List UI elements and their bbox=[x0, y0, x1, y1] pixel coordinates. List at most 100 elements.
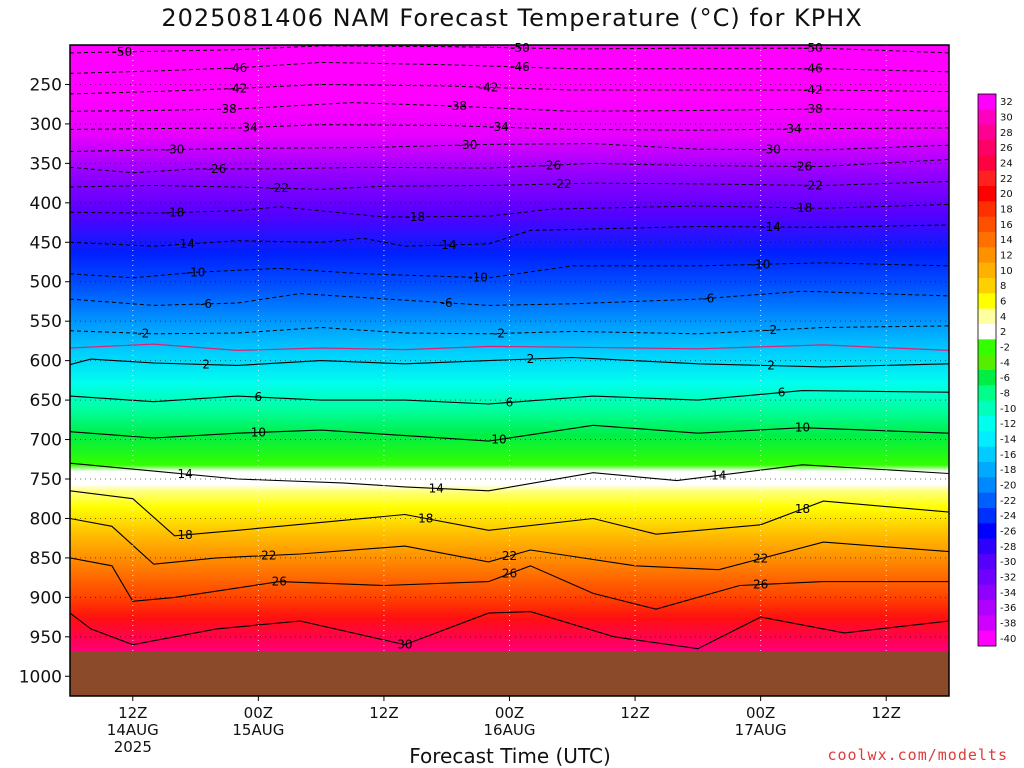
colorbar-label: -24 bbox=[1000, 511, 1016, 522]
colorbar-swatch bbox=[978, 462, 996, 478]
contour-label: -30 bbox=[458, 138, 478, 152]
contour-label: -18 bbox=[406, 210, 426, 224]
colorbar-swatch bbox=[978, 94, 996, 110]
contour-label: 14 bbox=[429, 481, 444, 495]
colorbar-swatch bbox=[978, 216, 996, 233]
colorbar-label: 8 bbox=[1000, 281, 1006, 292]
colorbar-label: -36 bbox=[1000, 603, 1016, 614]
contour-label: -18 bbox=[165, 205, 185, 219]
contour-layer bbox=[70, 45, 949, 650]
contour-label: -2 bbox=[137, 326, 149, 340]
contour-label: 2 bbox=[202, 357, 210, 371]
colorbar-swatch bbox=[978, 523, 996, 540]
colorbar-swatch bbox=[978, 124, 996, 141]
x-tick-label: 12Z bbox=[369, 704, 398, 722]
colorbar-swatch bbox=[978, 446, 996, 463]
colorbar-label: -22 bbox=[1000, 496, 1016, 507]
contour-label: -46 bbox=[228, 61, 248, 75]
x-tick-label: 12Z bbox=[118, 704, 147, 722]
contour-label: 14 bbox=[711, 468, 726, 482]
colorbar-label: -10 bbox=[1000, 404, 1016, 415]
contour-label: -46 bbox=[510, 60, 530, 74]
colorbar-swatch bbox=[978, 538, 996, 555]
contour-label: -22 bbox=[552, 177, 572, 191]
contour-label: 26 bbox=[272, 575, 287, 589]
colorbar-swatch bbox=[978, 615, 996, 632]
colorbar-swatch bbox=[978, 201, 996, 218]
contour-label: 22 bbox=[261, 548, 276, 562]
credit-link[interactable]: coolwx.com/modelts bbox=[827, 746, 1008, 764]
colorbar-swatch bbox=[978, 109, 996, 126]
colorbar-swatch bbox=[978, 186, 996, 202]
colorbar-swatch bbox=[978, 584, 996, 601]
contour-label: 6 bbox=[506, 395, 514, 409]
contour-line bbox=[70, 462, 949, 492]
colorbar-swatch bbox=[978, 370, 996, 386]
x-tick-label: 17AUG bbox=[735, 721, 787, 739]
contour-label: 26 bbox=[753, 578, 768, 592]
contour-line bbox=[70, 181, 949, 190]
contour-label: -42 bbox=[228, 81, 248, 95]
contour-label: 14 bbox=[177, 467, 192, 481]
contour-label: -34 bbox=[782, 122, 802, 136]
x-tick-label: 12Z bbox=[620, 704, 649, 722]
colorbar-label: -4 bbox=[1000, 358, 1010, 369]
contour-label: 18 bbox=[418, 511, 433, 525]
colorbar-label: 30 bbox=[1000, 113, 1013, 124]
contour-label: 2 bbox=[767, 359, 775, 373]
contour-label: 22 bbox=[502, 549, 517, 563]
colorbar-label: -40 bbox=[1000, 634, 1016, 645]
colorbar-label: 22 bbox=[1000, 174, 1013, 185]
y-axis: 250 300 350 400 450 500 550 600 650 700 750 800 850 9… bbox=[19, 75, 70, 687]
contour-line bbox=[70, 262, 949, 279]
x-tick-label: 12Z bbox=[872, 704, 901, 722]
colorbar-swatch bbox=[978, 431, 996, 448]
colorbar-swatch bbox=[978, 354, 996, 371]
colorbar-label: -8 bbox=[1000, 389, 1010, 400]
contour-label: -10 bbox=[751, 257, 771, 271]
contour-label: -10 bbox=[186, 265, 206, 279]
colorbar-label: 2 bbox=[1000, 327, 1006, 338]
contour-label: -6 bbox=[200, 297, 212, 311]
colorbar-label: 4 bbox=[1000, 312, 1006, 323]
colorbar-label: 32 bbox=[1000, 97, 1013, 108]
contour-line bbox=[70, 158, 949, 174]
colorbar-swatch bbox=[978, 278, 996, 294]
colorbar-label: -12 bbox=[1000, 419, 1016, 430]
contour-label: 10 bbox=[491, 433, 506, 447]
colorbar-label: -28 bbox=[1000, 542, 1016, 553]
colorbar-label: -34 bbox=[1000, 588, 1016, 599]
colorbar-swatch bbox=[978, 262, 996, 279]
contour-label: -38 bbox=[217, 102, 237, 116]
x-axis-title: Forecast Time (UTC) bbox=[409, 744, 611, 768]
contour-label: -26 bbox=[207, 162, 227, 176]
y-tick-label: 900 bbox=[30, 588, 62, 608]
contour-line bbox=[70, 517, 949, 571]
freezing-line bbox=[69, 343, 950, 352]
contour-label: -34 bbox=[489, 120, 509, 134]
contour-line bbox=[70, 203, 949, 218]
y-tick-label: 950 bbox=[30, 628, 62, 648]
colorbar-frame bbox=[977, 93, 997, 647]
y-tick-label: 700 bbox=[30, 431, 62, 451]
y-tick-label: 800 bbox=[30, 509, 62, 529]
chart-title: 2025081406 NAM Forecast Temperature (°C)… bbox=[161, 4, 863, 32]
contour-label: -14 bbox=[175, 237, 195, 251]
contour-label: 22 bbox=[753, 552, 768, 566]
contour-label: -2 bbox=[493, 327, 505, 341]
contour-label: 2 bbox=[527, 352, 535, 366]
colorbar-swatch bbox=[978, 569, 996, 586]
colorbar-label: 12 bbox=[1000, 251, 1013, 262]
colorbar-label: 26 bbox=[1000, 143, 1013, 154]
contour-label: 18 bbox=[795, 502, 810, 516]
colorbar-label: 18 bbox=[1000, 205, 1013, 216]
colorbar-swatch bbox=[978, 339, 996, 356]
colorbar-label: 16 bbox=[1000, 220, 1013, 231]
contour-label: 10 bbox=[251, 425, 266, 439]
contour-line bbox=[70, 490, 949, 537]
contour-label: 10 bbox=[795, 421, 810, 435]
colorbar-label: 6 bbox=[1000, 297, 1006, 308]
colorbar-label: -16 bbox=[1000, 450, 1016, 461]
contour-line bbox=[70, 290, 949, 306]
